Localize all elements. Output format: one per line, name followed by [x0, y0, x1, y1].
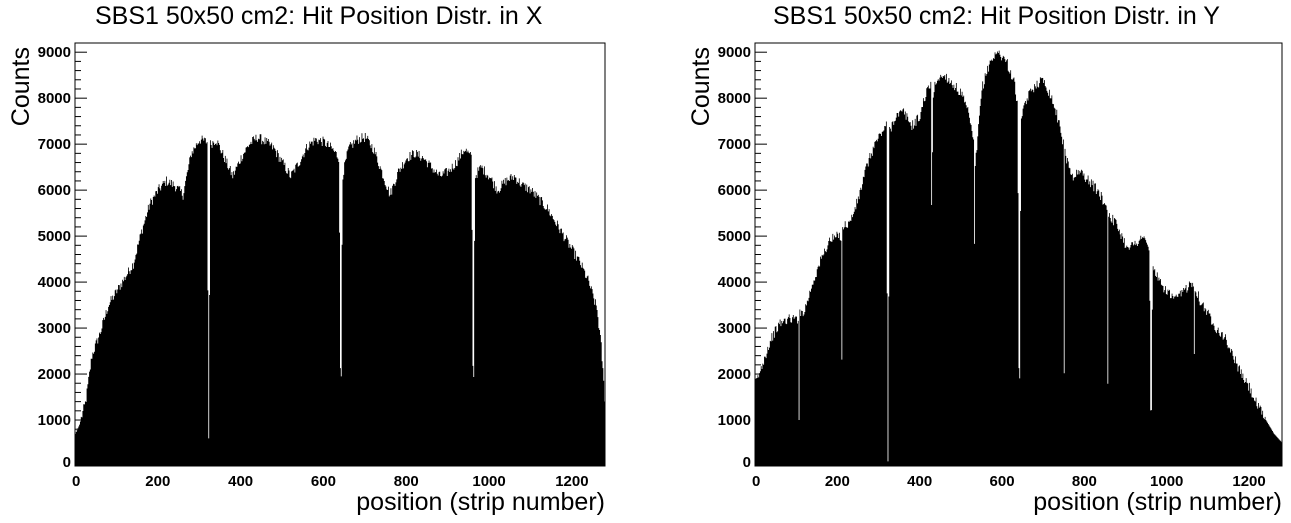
y-tick-label: 9000 — [718, 44, 751, 61]
histogram-x-plot: 0 200 400 600 800 1000 1200 0 1000 2000 3000 4000 50… — [7, 42, 606, 516]
y-tick-label: 0 — [743, 454, 751, 471]
y-tick-label: 1000 — [38, 412, 71, 429]
y-tick-label: 1000 — [718, 412, 751, 429]
x-tick-label: 200 — [145, 473, 170, 490]
chart-title: SBS1 50x50 cm2: Hit Position Distr. in X — [95, 2, 543, 30]
histogram-bars — [75, 132, 605, 466]
y-tick-label: 2000 — [38, 366, 71, 383]
x-tick-label: 1200 — [1232, 473, 1265, 490]
y-axis-title: Counts — [687, 47, 715, 126]
x-tick-label: 400 — [228, 473, 253, 490]
chart-title: SBS1 50x50 cm2: Hit Position Distr. in Y — [773, 2, 1220, 30]
x-tick-label: 1000 — [1150, 473, 1183, 490]
x-tick-label: 800 — [394, 473, 419, 490]
y-axis-title: Counts — [7, 47, 35, 126]
x-tick-label: 600 — [311, 473, 336, 490]
x-tick-label: 1200 — [555, 473, 588, 490]
y-tick-label: 0 — [63, 454, 71, 471]
y-tick-label: 3000 — [38, 320, 71, 337]
x-tick-label: 200 — [825, 473, 850, 490]
y-tick-label: 6000 — [38, 182, 71, 199]
y-tick-label: 8000 — [38, 90, 71, 107]
histogram-panel-y: SBS1 50x50 cm2: Hit Position Distr. in Y… — [680, 0, 1291, 523]
x-axis-title: position (strip number) — [356, 488, 605, 516]
histogram-bars — [755, 50, 1282, 467]
y-tick-label: 8000 — [718, 90, 751, 107]
y-tick-label: 6000 — [718, 182, 751, 199]
histogram-panel-x: SBS1 50x50 cm2: Hit Position Distr. in X… — [0, 0, 645, 523]
y-tick-label: 5000 — [38, 228, 71, 245]
x-tick-label: 1000 — [472, 473, 505, 490]
x-axis-title: position (strip number) — [1033, 488, 1282, 516]
histogram-y-plot: 0 200 400 600 800 1000 1200 0 1000 2000 3000 4000 50… — [687, 42, 1283, 516]
x-tick-label: 400 — [907, 473, 932, 490]
y-tick-label: 3000 — [718, 320, 751, 337]
y-tick-label: 7000 — [718, 136, 751, 153]
y-tick-label: 5000 — [718, 228, 751, 245]
y-tick-label: 7000 — [38, 136, 71, 153]
x-tick-label: 0 — [72, 473, 80, 490]
y-tick-label: 4000 — [718, 274, 751, 291]
y-tick-label: 9000 — [38, 44, 71, 61]
y-tick-label: 2000 — [718, 366, 751, 383]
x-tick-label: 800 — [1072, 473, 1097, 490]
x-tick-label: 0 — [752, 473, 760, 490]
y-tick-label: 4000 — [38, 274, 71, 291]
x-tick-label: 600 — [990, 473, 1015, 490]
